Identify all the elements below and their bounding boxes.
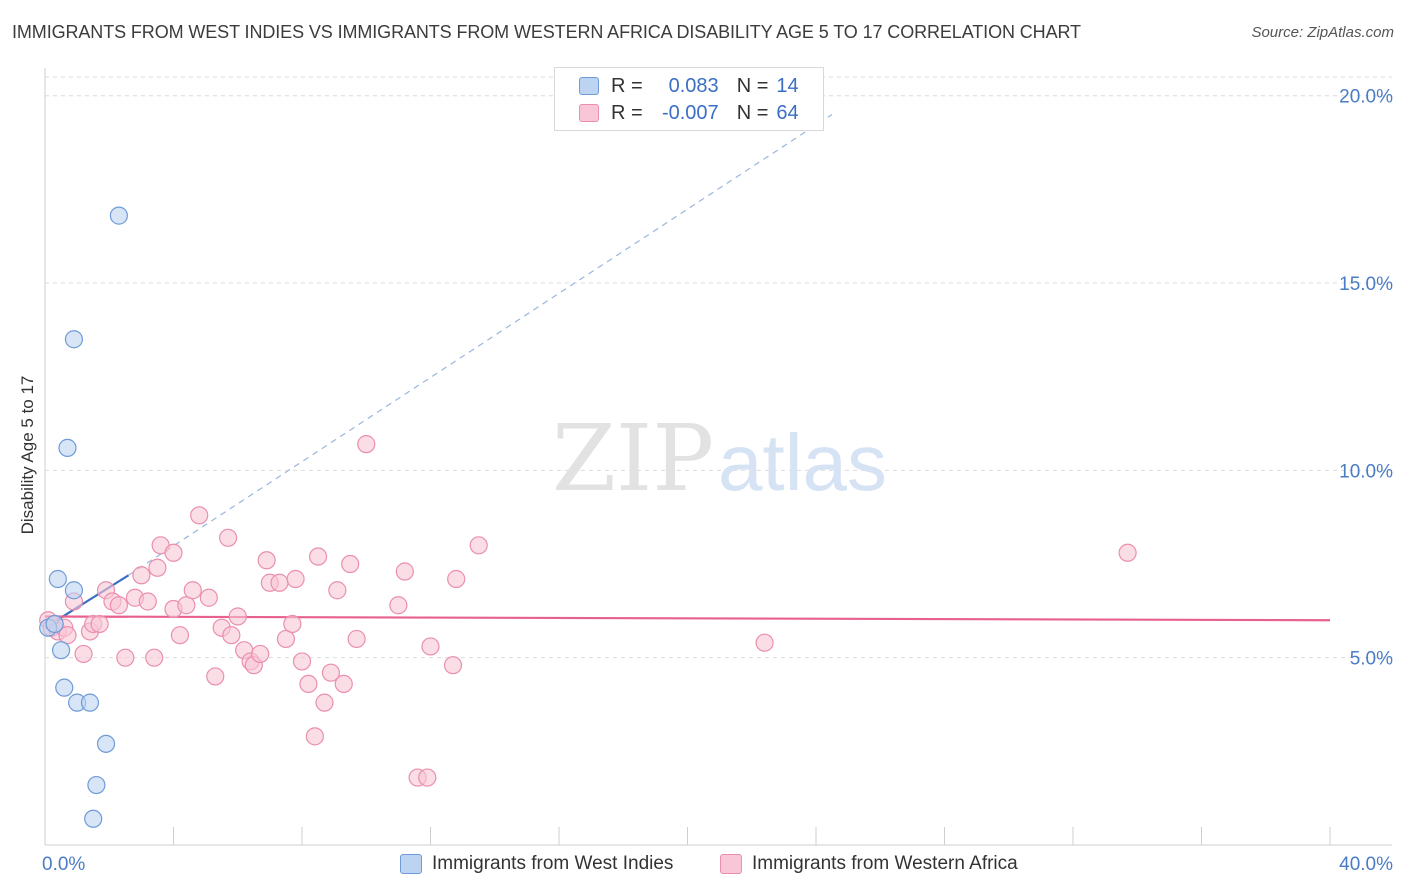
western-africa-point	[328, 581, 347, 600]
western-africa-point	[177, 596, 196, 615]
western-africa-point	[257, 551, 276, 570]
western-africa-point	[299, 674, 318, 694]
stats-legend: R = 0.083 N = 14 R = -0.007 N = 64	[554, 67, 824, 131]
western-africa-point	[1118, 543, 1137, 562]
west-indies-point	[109, 206, 128, 225]
western-africa-swatch	[579, 104, 599, 122]
y-axis-label: Disability Age 5 to 17	[18, 376, 37, 535]
western-africa-point	[219, 528, 238, 547]
r-label: R =	[611, 74, 643, 97]
western-africa-point	[286, 569, 305, 589]
west-indies-swatch	[579, 77, 599, 95]
western-africa-point	[315, 693, 334, 712]
western-africa-point	[138, 592, 157, 611]
western-africa-point	[755, 633, 774, 652]
legend-item-west-indies: Immigrants from West Indies	[400, 850, 673, 878]
n-value-west-indies: 14	[776, 74, 799, 97]
west-indies-point	[87, 775, 106, 795]
watermark-zip: ZIP	[552, 405, 714, 512]
western-africa-point	[183, 581, 202, 600]
legend-label-western-africa: Immigrants from Western Africa	[752, 853, 1018, 874]
n-label: N =	[736, 74, 769, 97]
western-africa-point	[395, 562, 414, 581]
western-africa-point	[334, 674, 353, 694]
western-africa-point	[357, 435, 376, 454]
western-africa-point	[199, 588, 218, 607]
trend-lines	[44, 113, 1331, 629]
chart-source: Source: ZipAtlas.com	[1251, 24, 1394, 41]
y-tick-label: 5.0%	[1350, 649, 1393, 670]
western-africa-point	[443, 656, 463, 675]
western-africa-point	[341, 554, 360, 574]
western-africa-point	[206, 667, 225, 686]
stats-row-west-indies: R = 0.083 N = 14	[579, 73, 799, 99]
west-indies-trend-extension	[128, 113, 833, 576]
west-indies-legend-swatch	[400, 854, 422, 874]
western-africa-point	[148, 558, 167, 577]
western-africa-point	[74, 644, 93, 664]
western-africa-point	[190, 506, 209, 525]
west-indies-point	[48, 569, 67, 589]
western-africa-point	[228, 607, 247, 626]
west-indies-point	[80, 693, 100, 712]
x-tick-label: 40.0%	[1339, 854, 1393, 875]
western-africa-point	[283, 614, 302, 634]
x-tick-label: 0.0%	[42, 854, 85, 875]
western-africa-point	[270, 573, 289, 592]
western-africa-point	[145, 648, 164, 667]
west-indies-point	[45, 614, 64, 634]
gridlines	[45, 76, 1392, 659]
western-africa-legend-swatch	[720, 854, 742, 874]
y-tick-label: 15.0%	[1339, 274, 1393, 295]
western-africa-point	[109, 596, 128, 615]
data-points	[39, 206, 1137, 828]
west-indies-point	[84, 809, 103, 828]
western-africa-point	[447, 569, 466, 589]
y-tick-label: 20.0%	[1339, 87, 1393, 108]
western-africa-point	[418, 768, 437, 787]
western-africa-point	[305, 727, 324, 746]
y-tick-label: 10.0%	[1339, 461, 1393, 482]
stats-row-western-africa: R = -0.007 N = 64	[579, 100, 799, 126]
western-africa-point	[469, 536, 488, 555]
western-africa-point	[389, 596, 408, 615]
legend-label-west-indies: Immigrants from West Indies	[432, 853, 674, 874]
tick-labels: 5.0% 10.0% 15.0% 20.0% 0.0% 40.0%	[42, 87, 1393, 875]
western-africa-point	[308, 547, 328, 566]
western-africa-point	[251, 644, 270, 664]
watermark: ZIP atlas	[552, 405, 887, 512]
watermark-atlas: atlas	[718, 418, 887, 507]
western-africa-point	[276, 629, 296, 649]
western-africa-point	[132, 566, 151, 585]
r-value-western-africa: -0.007	[661, 101, 719, 124]
western-africa-point	[421, 637, 440, 656]
western-africa-trend-line	[44, 615, 1331, 622]
western-africa-point	[164, 543, 183, 562]
western-africa-point	[90, 614, 109, 634]
chart-title: IMMIGRANTS FROM WEST INDIES VS IMMIGRANT…	[12, 22, 1081, 42]
west-indies-point	[64, 581, 84, 600]
west-indies-point	[51, 641, 71, 660]
western-africa-point	[347, 629, 366, 649]
n-label: N =	[736, 101, 769, 124]
axes	[44, 68, 1392, 846]
western-africa-point	[321, 663, 341, 682]
r-value-west-indies: 0.083	[668, 74, 719, 97]
western-africa-point	[170, 626, 190, 645]
western-africa-point	[58, 626, 77, 645]
western-africa-point	[116, 648, 135, 667]
western-africa-point	[292, 652, 312, 671]
legend-item-western-africa: Immigrants from Western Africa	[720, 850, 1018, 878]
west-indies-point	[96, 734, 116, 753]
n-value-western-africa: 64	[776, 101, 799, 124]
west-indies-point	[64, 330, 84, 349]
west-indies-point	[58, 438, 77, 457]
western-africa-point	[222, 626, 241, 645]
west-indies-point	[55, 678, 74, 697]
r-label: R =	[611, 101, 643, 124]
